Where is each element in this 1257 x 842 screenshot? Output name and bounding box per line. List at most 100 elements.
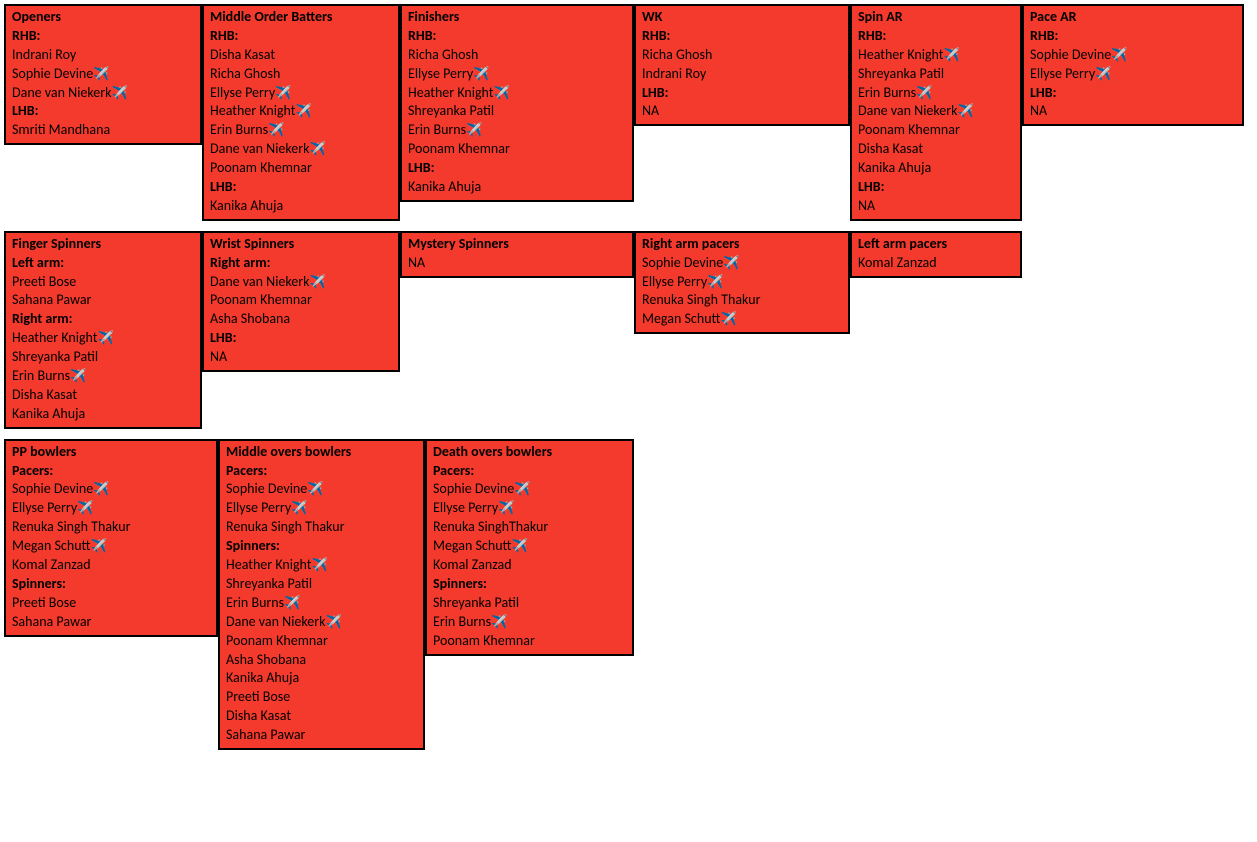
player-entry: Disha Kasat [858, 140, 1014, 159]
subheading: RHB: [408, 27, 626, 46]
player-entry: Erin Burns✈️ [408, 121, 626, 140]
player-entry: Komal Zanzad [858, 254, 1014, 273]
subheading: LHB: [1030, 84, 1236, 103]
player-name: Erin Burns [858, 84, 916, 101]
player-name: Richa Ghosh [210, 65, 280, 82]
card-mystery-spinners: Mystery SpinnersNA [400, 231, 634, 278]
player-entry: Ellyse Perry✈️ [433, 499, 626, 518]
player-entry: Dane van Niekerk✈️ [12, 84, 194, 103]
card-wk: WKRHB:Richa GhoshIndrani RoyLHB:NA [634, 4, 850, 126]
player-entry: Shreyanka Patil [408, 102, 626, 121]
plane-icon: ✈️ [310, 142, 326, 157]
player-entry: Disha Kasat [226, 707, 417, 726]
plane-icon: ✈️ [284, 596, 300, 611]
subheading: Right arm: [12, 310, 194, 329]
player-entry: Preeti Bose [12, 273, 194, 292]
player-name: NA [858, 197, 875, 214]
plane-icon: ✈️ [720, 312, 736, 327]
subheading: RHB: [1030, 27, 1236, 46]
card-title: PP bowlers [12, 443, 210, 462]
player-entry: Ellyse Perry✈️ [408, 65, 626, 84]
player-name: Poonam Khemnar [210, 291, 312, 308]
player-entry: Sophie Devine✈️ [1030, 46, 1236, 65]
card-title: Mystery Spinners [408, 235, 626, 254]
player-name: Sophie Devine [433, 480, 514, 497]
player-entry: Kanika Ahuja [408, 178, 626, 197]
player-name: Heather Knight [12, 329, 97, 346]
player-name: Erin Burns [12, 367, 70, 384]
player-name: Shreyanka Patil [226, 575, 312, 592]
cards-grid: OpenersRHB:Indrani RoySophie Devine✈️Dan… [4, 4, 1253, 750]
player-name: Dane van Niekerk [12, 84, 112, 101]
card-title: Pace AR [1030, 8, 1236, 27]
card-right-arm-pacers: Right arm pacersSophie Devine✈️Ellyse Pe… [634, 231, 850, 334]
player-entry: Kanika Ahuja [226, 669, 417, 688]
player-entry: Sahana Pawar [12, 291, 194, 310]
plane-icon: ✈️ [511, 539, 527, 554]
plane-icon: ✈️ [112, 86, 128, 101]
card-title: Right arm pacers [642, 235, 842, 254]
card-spin-ar: Spin ARRHB:Heather Knight✈️Shreyanka Pat… [850, 4, 1022, 221]
card-title: Spin AR [858, 8, 1014, 27]
card-death-overs-bowlers: Death overs bowlersPacers:Sophie Devine✈… [425, 439, 634, 656]
player-name: Sophie Devine [642, 254, 723, 271]
player-name: Erin Burns [226, 594, 284, 611]
player-entry: Erin Burns✈️ [12, 367, 194, 386]
player-name: Indrani Roy [12, 46, 76, 63]
player-name: Megan Schutt [433, 537, 511, 554]
card-pace-ar: Pace ARRHB:Sophie Devine✈️Ellyse Perry✈️… [1022, 4, 1244, 126]
player-entry: Erin Burns✈️ [210, 121, 392, 140]
player-entry: Renuka Singh Thakur [226, 518, 417, 537]
player-entry: Renuka Singh Thakur [12, 518, 210, 537]
row-0: OpenersRHB:Indrani RoySophie Devine✈️Dan… [4, 4, 1253, 221]
player-name: Renuka Singh Thakur [12, 518, 130, 535]
card-title: Death overs bowlers [433, 443, 626, 462]
player-entry: Heather Knight✈️ [210, 102, 392, 121]
player-name: Poonam Khemnar [858, 121, 960, 138]
player-name: Kanika Ahuja [12, 405, 85, 422]
player-entry: Ellyse Perry✈️ [1030, 65, 1236, 84]
player-entry: Poonam Khemnar [433, 632, 626, 651]
plane-icon: ✈️ [473, 67, 489, 82]
subheading: Spinners: [433, 575, 626, 594]
plane-icon: ✈️ [943, 48, 959, 63]
player-entry: Dane van Niekerk✈️ [858, 102, 1014, 121]
player-name: Komal Zanzad [12, 556, 91, 573]
player-name: Shreyanka Patil [433, 594, 519, 611]
player-entry: Richa Ghosh [642, 46, 842, 65]
player-name: Asha Shobana [226, 651, 306, 668]
player-entry: Shreyanka Patil [226, 575, 417, 594]
plane-icon: ✈️ [268, 123, 284, 138]
subheading: Pacers: [433, 462, 626, 481]
player-name: Ellyse Perry [433, 499, 498, 516]
player-name: Ellyse Perry [12, 499, 77, 516]
subheading: RHB: [858, 27, 1014, 46]
player-name: Sophie Devine [12, 480, 93, 497]
card-title: Wrist Spinners [210, 235, 392, 254]
card-finishers: FinishersRHB:Richa GhoshEllyse Perry✈️He… [400, 4, 634, 202]
player-entry: Heather Knight✈️ [226, 556, 417, 575]
player-entry: Megan Schutt✈️ [642, 310, 842, 329]
player-name: Shreyanka Patil [408, 102, 494, 119]
player-name: Kanika Ahuja [210, 197, 283, 214]
card-title: Left arm pacers [858, 235, 1014, 254]
subheading: LHB: [210, 329, 392, 348]
subheading: RHB: [642, 27, 842, 46]
plane-icon: ✈️ [97, 331, 113, 346]
plane-icon: ✈️ [77, 501, 93, 516]
player-entry: NA [1030, 102, 1236, 121]
player-entry: Megan Schutt✈️ [12, 537, 210, 556]
player-name: Ellyse Perry [1030, 65, 1095, 82]
plane-icon: ✈️ [514, 482, 530, 497]
card-finger-spinners: Finger SpinnersLeft arm:Preeti BoseSahan… [4, 231, 202, 429]
player-entry: Asha Shobana [226, 651, 417, 670]
player-entry: Dane van Niekerk✈️ [226, 613, 417, 632]
player-name: Dane van Niekerk [858, 102, 958, 119]
player-name: Sahana Pawar [226, 726, 305, 743]
player-name: Kanika Ahuja [226, 669, 299, 686]
player-name: Preeti Bose [12, 594, 76, 611]
plane-icon: ✈️ [958, 104, 974, 119]
plane-icon: ✈️ [1095, 67, 1111, 82]
plane-icon: ✈️ [707, 275, 723, 290]
player-name: Renuka SinghThakur [433, 518, 548, 535]
